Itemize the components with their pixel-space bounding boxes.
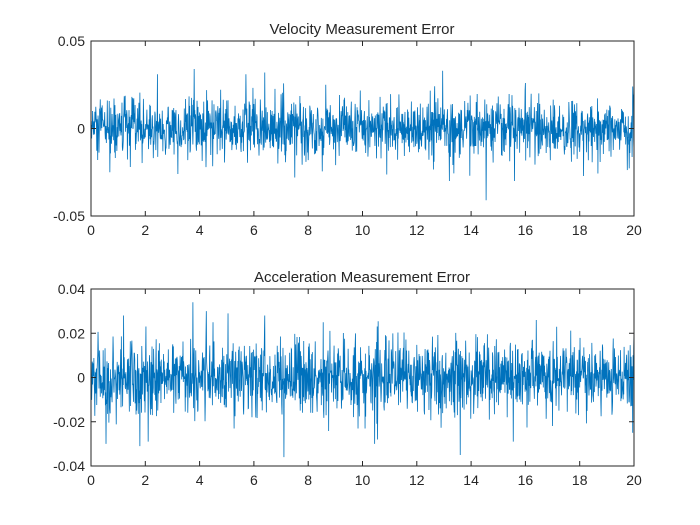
velocity-x-tick-label: 12	[409, 222, 425, 238]
acceleration-x-tick-label: 2	[141, 472, 149, 488]
velocity-x-tick-label: 2	[141, 222, 149, 238]
velocity-x-tick-label: 4	[196, 222, 204, 238]
velocity-y-tick-label: 0	[77, 121, 85, 137]
velocity-x-tick-label: 8	[304, 222, 312, 238]
acceleration-ticks: 0 2 4 6 8 10 12 14 16 18 20 -0.04 -0.02 0 0.02 0.04	[53, 281, 642, 488]
velocity-axes: Velocity Measurement Error 0 2 4 6 8 10 12 14 16…	[53, 21, 642, 238]
velocity-x-tick-label: 18	[572, 222, 588, 238]
velocity-y-tick-label: 0.05	[58, 33, 85, 49]
acceleration-series-line	[90, 302, 635, 458]
acceleration-x-tick-label: 0	[87, 472, 95, 488]
acceleration-x-tick-label: 18	[572, 472, 588, 488]
acceleration-y-tick-label: 0.04	[58, 281, 85, 297]
acceleration-y-tick-label: 0.02	[58, 325, 85, 341]
acceleration-title: Acceleration Measurement Error	[254, 269, 470, 286]
velocity-x-tick-label: 6	[250, 222, 258, 238]
velocity-x-tick-label: 14	[463, 222, 479, 238]
velocity-y-tick-label: -0.05	[53, 208, 85, 224]
acceleration-x-tick-label: 12	[409, 472, 425, 488]
acceleration-axes-box	[90, 288, 635, 467]
acceleration-x-tick-label: 6	[250, 472, 258, 488]
velocity-axes-box	[90, 40, 635, 217]
acceleration-y-tick-label: -0.02	[53, 414, 85, 430]
acceleration-x-tick-label: 14	[463, 472, 479, 488]
velocity-x-tick-label: 0	[87, 222, 95, 238]
velocity-x-tick-label: 20	[626, 222, 642, 238]
acceleration-x-tick-label: 16	[518, 472, 534, 488]
velocity-title: Velocity Measurement Error	[269, 21, 454, 38]
acceleration-axes: Acceleration Measurement Error 0 2 4 6 8 10 12…	[53, 269, 642, 488]
acceleration-x-tick-label: 8	[304, 472, 312, 488]
velocity-x-tick-label: 16	[518, 222, 534, 238]
acceleration-x-tick-label: 10	[355, 472, 371, 488]
acceleration-x-tick-label: 20	[626, 472, 642, 488]
velocity-series-line	[90, 68, 635, 201]
acceleration-x-tick-label: 4	[196, 472, 204, 488]
acceleration-y-tick-label: 0	[77, 370, 85, 386]
velocity-x-tick-label: 10	[355, 222, 371, 238]
acceleration-y-tick-label: -0.04	[53, 458, 85, 474]
